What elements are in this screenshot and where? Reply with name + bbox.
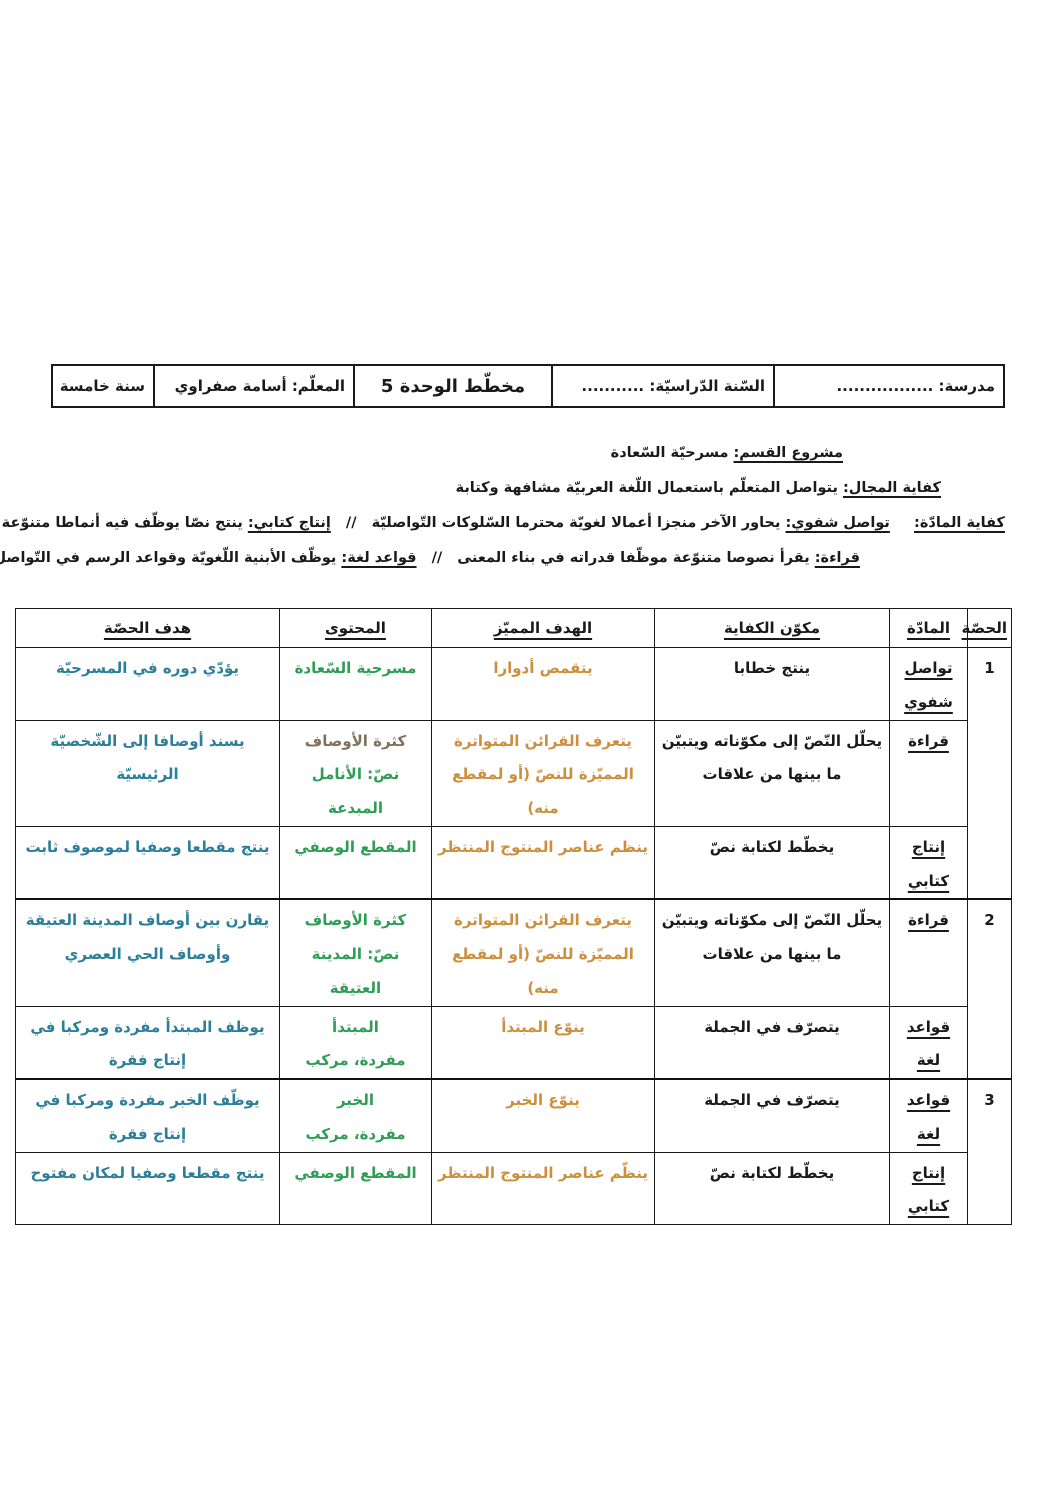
written-production-label: إنتاج كتابي:: [247, 515, 331, 531]
content-line: نصّ: المدينة العتيقة: [311, 945, 400, 997]
school-field: مدرسة: .................: [773, 364, 1005, 408]
subject-cell: إنتاج كتابي: [889, 1151, 968, 1225]
goal-cell: ينوّع الخبر: [431, 1078, 655, 1153]
subject-cell: إنتاج كتابي: [889, 825, 968, 900]
objective-cell: يوظف المبتدأ مفردة ومركبا في إنتاج فقرة: [15, 1005, 280, 1080]
goal-cell: ينوّع المبتدأ: [431, 1005, 655, 1080]
session-number: 2: [967, 898, 1012, 1080]
intro-block: مشروع القسم: مسرحيّة السّعادة كفاية المج…: [0, 441, 1005, 581]
table-row: 2 قراءة يحلّل النّصّ إلى مكوّناته ويتبيّ…: [15, 898, 1012, 1080]
separator-slashes: //: [345, 515, 357, 531]
objective-cell: يقارن بين أوصاف المدينة العتيقة وأوصاف ا…: [15, 898, 280, 1007]
subject-cell: قواعد لغة: [889, 1078, 968, 1153]
subject-cell: قراءة: [889, 898, 968, 1007]
content-cell: الخبر مفردة، مركب: [279, 1078, 432, 1153]
domain-competency-value: يتواصل المتعلّم باستعمال اللّغة العربيّة…: [455, 480, 838, 496]
col-header-session: الحصّة: [962, 608, 1012, 648]
content-cell: كثرة الأوصاف نصّ: الأنامل المبدعة: [279, 719, 432, 827]
subject-cell: قواعد لغة: [889, 1005, 968, 1080]
col-header-competency: مكوّن الكفاية: [654, 608, 890, 648]
goal-cell: ينظّم عناصر المنتوج المنتظر: [431, 1151, 655, 1225]
table-row: 1 تواصل شفوي ينتج خطابا يتقمص أدوارا مسر…: [15, 647, 1012, 900]
domain-competency-label: كفاية المجال:: [842, 480, 941, 496]
competency-cell: يخطّط لكتابة نصّ: [654, 1151, 890, 1225]
content-cell: المبتدأ مفردة، مركب: [279, 1005, 432, 1080]
competency-cell: ينتج خطابا: [654, 647, 890, 721]
teacher-field: المعلّم: أسامة صفراوي: [153, 364, 355, 408]
goal-cell: يتقمص أدوارا: [431, 647, 655, 721]
competency-cell: يحلّل النّصّ إلى مكوّناته ويتبيّن ما بين…: [654, 719, 890, 827]
content-cell: كثرة الأوصاف نصّ: المدينة العتيقة: [279, 898, 432, 1007]
table-row: إنتاج كتابي يخطّط لكتابة نصّ ينظّم عناصر…: [15, 1151, 1012, 1225]
table-row: 3 قواعد لغة يتصرّف في الجملة ينوّع الخبر…: [15, 1078, 1012, 1225]
objective-cell: ينتج مقطعا وصفيا لمكان مفتوح: [15, 1151, 280, 1225]
reading-grammar-line: قراءة: يقرأ نصوصا متنوّعة موظّفا قدراته …: [0, 546, 860, 581]
table-row: قواعد لغة يتصرّف في الجملة ينوّع المبتدأ…: [15, 1005, 1012, 1080]
competency-cell: يخطّط لكتابة نصّ: [654, 825, 890, 900]
objective-cell: ينتج مقطعا وصفيا لموصوف ثابت: [15, 825, 280, 900]
content-cell: المقطع الوصفي: [279, 825, 432, 900]
goal-cell: يتعرف القرائن المتواترة المميّزة للنصّ (…: [431, 719, 655, 827]
subject-competency-line: كفاية المادّة: تواصل شفوي: يحاور الآخر م…: [0, 511, 1005, 546]
subject-competency-label: كفاية المادّة:: [914, 515, 1005, 531]
content-cell: مسرحية السّعادة: [279, 647, 432, 721]
col-header-goal: الهدف المميّز: [431, 608, 655, 648]
grammar-value: يوظّف الأبنية اللّغويّة وقواعد الرسم في …: [0, 550, 337, 566]
content-line: كثرة الأوصاف: [304, 731, 407, 750]
class-project-line: مشروع القسم: مسرحيّة السّعادة: [53, 441, 843, 476]
document-header-table: مدرسة: ................. السّنة الدّراسي…: [51, 364, 1005, 408]
col-header-content: المحتوى: [279, 608, 432, 648]
col-header-subject: المادّة: [889, 608, 968, 648]
grade-field: سنة خامسة: [51, 364, 155, 408]
content-line: الخبر: [336, 1091, 375, 1109]
grammar-label: قواعد لغة:: [341, 550, 417, 566]
reading-value: يقرأ نصوصا متنوّعة موظّفا قدراته في بناء…: [457, 550, 810, 566]
separator-slashes: //: [431, 550, 443, 566]
unit-plan-table: الحصّة المادّة مكوّن الكفاية الهدف الممي…: [15, 608, 1012, 1225]
content-line: المبتدأ: [332, 1017, 379, 1036]
written-production-value: ينتج نصّا يوظّف فيه أنماطا متنوّعة من ال…: [0, 515, 243, 531]
table-row: قراءة يحلّل النّصّ إلى مكوّناته ويتبيّن …: [15, 719, 1012, 827]
competency-cell: يحلّل النّصّ إلى مكوّناته ويتبيّن ما بين…: [654, 898, 890, 1007]
content-line: نصّ: الأنامل المبدعة: [311, 765, 400, 817]
table-row: إنتاج كتابي يخطّط لكتابة نصّ ينظم عناصر …: [15, 825, 1012, 900]
content-line: كثرة الأوصاف: [304, 911, 407, 930]
content-line: مفردة، مركب: [305, 1051, 406, 1070]
objective-cell: يؤدّي دوره في المسرحيّة: [15, 647, 280, 721]
class-project-value: مسرحيّة السّعادة: [610, 445, 729, 461]
domain-competency-line: كفاية المجال: يتواصل المتعلّم باستعمال ا…: [53, 476, 941, 511]
content-line: مسرحية السّعادة: [294, 659, 417, 677]
academic-year-field: السّنة الدّراسيّة: ...........: [551, 364, 775, 408]
objective-cell: يوظّف الخبر مفردة ومركبا في إنتاج فقرة: [15, 1078, 280, 1153]
oral-communication-value: يحاور الآخر منجزا أعمالا لغويّة محترما ا…: [371, 515, 781, 531]
subject-cell: تواصل شفوي: [889, 647, 968, 721]
competency-cell: يتصرّف في الجملة: [654, 1078, 890, 1153]
reading-label: قراءة:: [814, 550, 860, 566]
unit-plan-title: مخطّط الوحدة 5: [353, 364, 553, 408]
session-number: 1: [967, 647, 1012, 900]
content-line: مفردة، مركب: [305, 1124, 406, 1143]
goal-cell: ينظم عناصر المنتوج المنتظر: [431, 825, 655, 900]
goal-cell: يتعرف القرائن المتواترة المميّزة للنصّ (…: [431, 898, 655, 1007]
session-number: 3: [967, 1078, 1012, 1225]
oral-communication-label: تواصل شفوي:: [785, 515, 890, 531]
content-line: المقطع الوصفي: [294, 837, 417, 856]
col-header-objective: هدف الحصّة: [15, 608, 280, 648]
class-project-label: مشروع القسم:: [733, 445, 844, 461]
table-header-row: الحصّة المادّة مكوّن الكفاية الهدف الممي…: [15, 608, 1012, 648]
subject-cell: قراءة: [889, 719, 968, 827]
competency-cell: يتصرّف في الجملة: [654, 1005, 890, 1080]
header-row: مدرسة: ................. السّنة الدّراسي…: [51, 364, 1005, 408]
content-line: المقطع الوصفي: [294, 1163, 417, 1182]
content-cell: المقطع الوصفي: [279, 1151, 432, 1225]
objective-cell: يسند أوصافا إلى الشّخصيّة الرئيسيّة: [15, 719, 280, 827]
